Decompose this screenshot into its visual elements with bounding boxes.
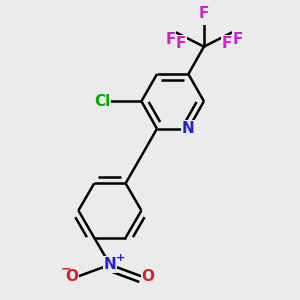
Text: F: F xyxy=(165,32,176,47)
Text: N: N xyxy=(103,257,116,272)
Text: F: F xyxy=(232,32,243,47)
Text: +: + xyxy=(116,253,125,263)
Text: F: F xyxy=(221,36,232,51)
Text: O: O xyxy=(141,269,154,284)
Text: N: N xyxy=(182,121,195,136)
Text: Cl: Cl xyxy=(94,94,110,109)
Text: O: O xyxy=(65,269,78,284)
Text: −: − xyxy=(60,263,71,276)
Text: F: F xyxy=(199,6,209,21)
Text: F: F xyxy=(176,36,187,51)
Text: F: F xyxy=(199,9,209,24)
